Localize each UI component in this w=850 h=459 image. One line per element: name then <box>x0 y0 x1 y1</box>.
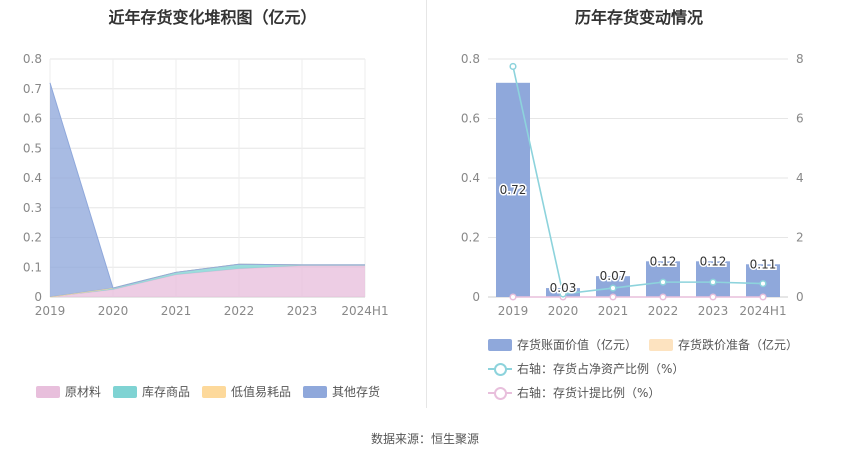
panel-divider <box>426 0 427 408</box>
x-tick-label: 2023 <box>698 304 729 318</box>
y-tick-label: 0.6 <box>23 112 42 126</box>
right-legend-row-3: 右轴：存货计提比例（%） <box>488 384 672 401</box>
left-chart-legend: 原材料 库存商品 低值易耗品 其他存货 <box>36 383 392 400</box>
y-tick-label-left: 0.2 <box>461 231 480 245</box>
x-tick-label: 2019 <box>498 304 529 318</box>
x-tick-label: 2019 <box>35 304 66 318</box>
right-legend-row-2: 右轴：存货占净资产比例（%） <box>488 360 696 377</box>
legend-item-raw-materials[interactable]: 原材料 <box>36 383 101 400</box>
stacked-area-chart: 0 0.1 0.2 0.3 0.4 0.5 0.6 0.7 0.8 2019 2020 2021 202… <box>23 52 389 318</box>
line-point <box>759 280 767 288</box>
y-tick-label: 0.4 <box>23 171 42 185</box>
y-tick-label: 0 <box>34 290 42 304</box>
bar-data-label: 0.72 <box>500 183 527 197</box>
right-chart-panel: 历年存货变动情况 0 0.2 0.4 0.6 0.8 0 2 4 6 8 2019 2020 2021 2… <box>428 0 850 410</box>
legend-line-swatch <box>488 362 512 376</box>
x-tick-label: 2024H1 <box>341 304 388 318</box>
y-tick-label-right: 6 <box>796 112 804 126</box>
legend-label: 右轴：存货计提比例（%） <box>517 386 661 400</box>
line-point <box>609 284 617 292</box>
bar-data-label: 0.03 <box>550 281 577 295</box>
legend-swatch <box>303 385 328 398</box>
bar-data-label: 0.12 <box>650 254 677 268</box>
y-tick-label: 0.7 <box>23 82 42 96</box>
legend-item-net-asset-ratio[interactable]: 右轴：存货占净资产比例（%） <box>488 360 684 377</box>
x-tick-label: 2022 <box>224 304 255 318</box>
area-series <box>50 264 365 297</box>
x-tick-label: 2020 <box>98 304 129 318</box>
x-tick-label: 2021 <box>161 304 192 318</box>
bar-line-chart: 0 0.2 0.4 0.6 0.8 0 2 4 6 8 2019 2020 2021 2022 2023 20… <box>461 52 804 318</box>
line-point <box>759 293 767 301</box>
data-source-note: 数据来源：恒生聚源 <box>370 432 479 446</box>
x-tick-label: 2020 <box>548 304 579 318</box>
y-tick-label: 0.8 <box>23 52 42 66</box>
y-tick-label: 0.2 <box>23 231 42 245</box>
line-point <box>509 62 517 70</box>
line-point <box>609 293 617 301</box>
line-point <box>559 290 567 298</box>
line-point <box>509 293 517 301</box>
legend-label: 右轴：存货占净资产比例（%） <box>517 362 685 376</box>
bar-data-label: 0.07 <box>600 269 627 283</box>
line-series <box>512 66 764 295</box>
y-tick-label: 0.1 <box>23 260 42 274</box>
y-tick-label-left: 0 <box>472 290 480 304</box>
legend-label: 低值易耗品 <box>231 385 292 399</box>
line-point <box>709 293 717 301</box>
legend-item-impairment[interactable]: 存货跌价准备（亿元） <box>649 336 798 353</box>
legend-swatch <box>113 385 138 398</box>
legend-item-provision-ratio[interactable]: 右轴：存货计提比例（%） <box>488 384 660 401</box>
legend-item-book-value[interactable]: 存货账面价值（亿元） <box>488 336 637 353</box>
area-series <box>50 82 365 297</box>
right-chart-title: 历年存货变动情况 <box>574 8 703 27</box>
left-chart-title: 近年存货变化堆积图（亿元） <box>108 8 317 27</box>
left-chart-panel: 近年存货变化堆积图（亿元） 0 0.1 0.2 0.3 0.4 0.5 0.6 0.7 0.8 2… <box>0 0 425 410</box>
legend-swatch <box>202 385 227 398</box>
legend-label: 原材料 <box>65 385 102 399</box>
legend-swatch <box>488 338 512 351</box>
y-tick-label-right: 4 <box>796 171 804 185</box>
legend-line-swatch <box>488 386 512 400</box>
legend-label: 存货跌价准备（亿元） <box>678 338 799 352</box>
legend-label: 存货账面价值（亿元） <box>517 338 638 352</box>
y-tick-label-right: 8 <box>796 52 804 66</box>
x-tick-label: 2024H1 <box>739 304 786 318</box>
x-tick-label: 2021 <box>598 304 629 318</box>
legend-label: 其他存货 <box>332 385 381 399</box>
legend-item-finished-goods[interactable]: 库存商品 <box>113 383 190 400</box>
y-tick-label-left: 0.4 <box>461 171 480 185</box>
bar-data-label: 0.12 <box>700 254 727 268</box>
area-series <box>50 265 365 297</box>
legend-swatch <box>36 385 60 398</box>
legend-swatch <box>649 338 674 351</box>
line-point <box>709 278 717 286</box>
y-tick-label-left: 0.6 <box>461 112 480 126</box>
y-tick-label: 0.3 <box>23 201 42 215</box>
legend-item-other-inventory[interactable]: 其他存货 <box>303 383 380 400</box>
x-tick-label: 2023 <box>287 304 318 318</box>
y-tick-label-left: 0.8 <box>461 52 480 66</box>
bar-data-label: 0.11 <box>750 257 777 271</box>
line-point <box>659 293 667 301</box>
line-point <box>659 278 667 286</box>
right-legend-row-1: 存货账面价值（亿元） 存货跌价准备（亿元） <box>488 336 810 353</box>
y-tick-label: 0.5 <box>23 141 42 155</box>
x-tick-label: 2022 <box>648 304 679 318</box>
y-tick-label-right: 0 <box>796 290 804 304</box>
legend-label: 库存商品 <box>142 385 191 399</box>
area-series-edge <box>49 82 365 289</box>
legend-item-low-value-consumables[interactable]: 低值易耗品 <box>202 383 291 400</box>
y-tick-label-right: 2 <box>796 231 804 245</box>
